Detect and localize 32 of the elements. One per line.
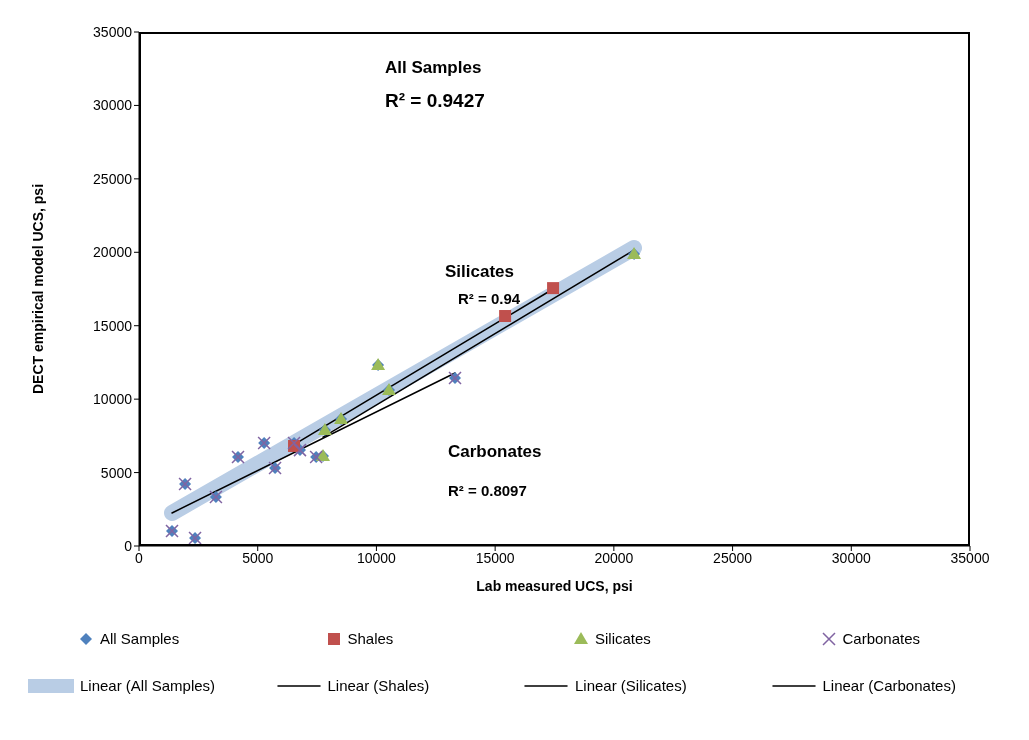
- y-tick-label: 25000: [93, 170, 133, 187]
- legend-label: All Samples: [100, 630, 180, 647]
- legend-label: Silicates: [595, 630, 651, 647]
- x-tick-label: 20000: [594, 549, 634, 566]
- x-tick-label: 0: [135, 549, 144, 566]
- y-tick-label: 15000: [93, 317, 133, 334]
- x-axis-title: Lab measured UCS, psi: [475, 578, 634, 594]
- y-tick-label: 30000: [93, 97, 133, 114]
- x-tick-label: 15000: [475, 549, 515, 566]
- x-tick-label: 35000: [950, 549, 990, 566]
- y-tick-label: 35000: [93, 23, 133, 40]
- legend-label: Linear (Carbonates): [822, 677, 956, 694]
- x-tick-label: 25000: [713, 549, 753, 566]
- y-tick-label: 10000: [93, 391, 133, 408]
- legend-label: Linear (Silicates): [575, 677, 687, 694]
- annotation: R² = 0.94: [458, 290, 521, 307]
- y-tick-label: 5000: [100, 464, 133, 481]
- annotation: All Samples: [385, 58, 482, 78]
- annotation: R² = 0.9427: [385, 90, 485, 112]
- annotation: R² = 0.8097: [448, 482, 527, 499]
- legend-label: Linear (All Samples): [80, 677, 216, 694]
- x-tick-label: 30000: [831, 549, 871, 566]
- annotation: Carbonates: [448, 442, 542, 462]
- x-tick-label: 10000: [356, 549, 397, 566]
- y-tick-label: 0: [124, 537, 133, 554]
- legend-label: Shales: [347, 630, 394, 647]
- y-tick-label: 20000: [93, 244, 133, 261]
- legend-label: Linear (Shales): [327, 677, 430, 694]
- annotation: Silicates: [445, 262, 514, 282]
- legend-label: Carbonates: [842, 630, 921, 647]
- y-axis-title: DECT empirical model UCS, psi: [29, 183, 46, 395]
- x-tick-label: 5000: [242, 549, 274, 566]
